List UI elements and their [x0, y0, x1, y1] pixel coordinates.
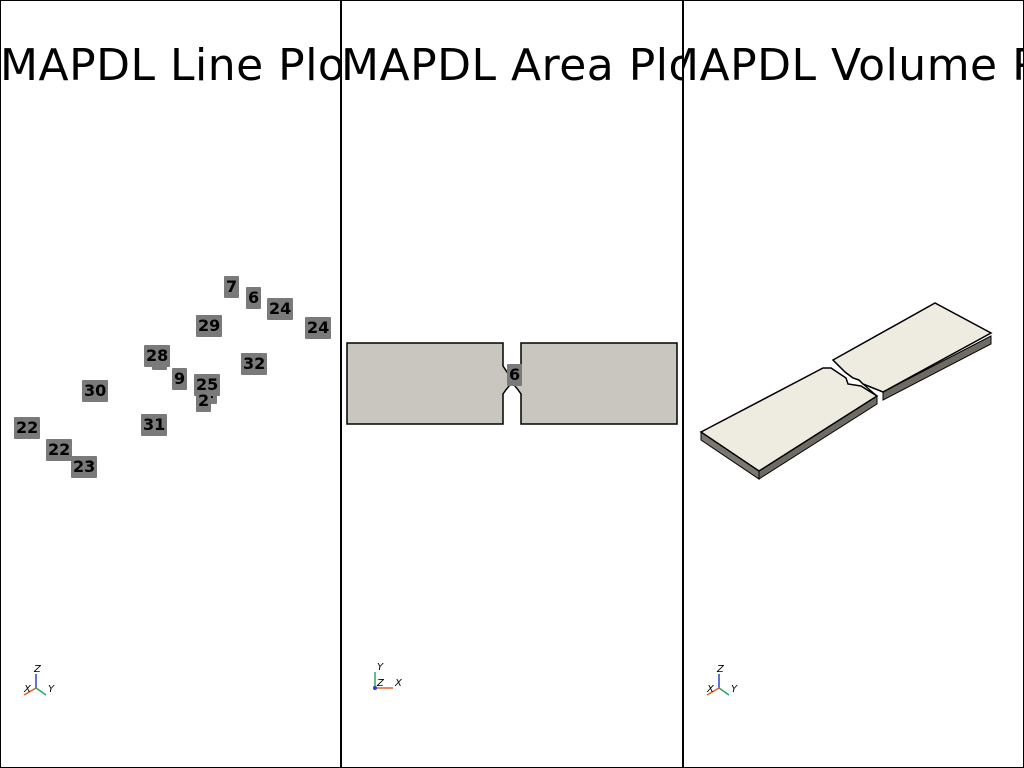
- axis-up-label: Z: [33, 664, 42, 675]
- axis-left-label: Z: [376, 678, 385, 689]
- orientation-axes-icon: Z X Y: [23, 664, 55, 696]
- line-number-label: 24: [305, 317, 332, 339]
- volume-plot-panel[interactable]: MAPDL Volume Plot Z X Y: [683, 0, 1024, 768]
- line-number-label: 9: [172, 368, 188, 390]
- line-number-label: 31: [141, 414, 168, 436]
- area-geometry: [346, 342, 678, 425]
- line-number-label: 2: [196, 390, 212, 412]
- axis-up-label: Z: [716, 664, 725, 675]
- axis-left-label: X: [706, 684, 715, 695]
- line-number-label: 29: [196, 315, 223, 337]
- line-number-label: 23: [71, 456, 98, 478]
- orientation-axes-icon: Z X Y: [706, 664, 738, 696]
- line-number-label: 6: [246, 287, 262, 309]
- axis-left-label: X: [23, 684, 32, 695]
- volume-top-face-left: [699, 367, 879, 472]
- axis-up-label: Y: [377, 662, 384, 673]
- area-number-label: 6: [507, 364, 523, 386]
- line-plot-panel[interactable]: MAPDL Line Plot 7 6 24 24 29 3 28 9 32 3…: [0, 0, 341, 768]
- line-number-label: 22: [46, 439, 73, 461]
- area-plot-title: MAPDL Area Plot: [341, 40, 683, 91]
- axis-right-label: Y: [731, 684, 738, 695]
- line-plot-title: MAPDL Line Plot: [0, 40, 341, 91]
- axis-right-label: Y: [48, 684, 55, 695]
- orientation-axes-icon: Y Z X: [373, 662, 403, 690]
- panel-border: [0, 0, 341, 768]
- volume-geometry: [699, 302, 993, 480]
- line-number-label: 24: [267, 298, 294, 320]
- line-number-label: 28: [144, 345, 171, 367]
- area-left-half: [346, 342, 512, 425]
- axis-right-label: X: [394, 678, 403, 689]
- line-number-label: 22: [14, 417, 41, 439]
- area-plot-panel[interactable]: MAPDL Area Plot 6 Y Z X: [341, 0, 683, 768]
- line-number-label: 30: [82, 380, 109, 402]
- line-number-label: 32: [241, 353, 268, 375]
- line-number-label: 7: [224, 276, 240, 298]
- area-right-half: [512, 342, 678, 425]
- volume-plot-title: MAPDL Volume Plot: [683, 40, 1024, 91]
